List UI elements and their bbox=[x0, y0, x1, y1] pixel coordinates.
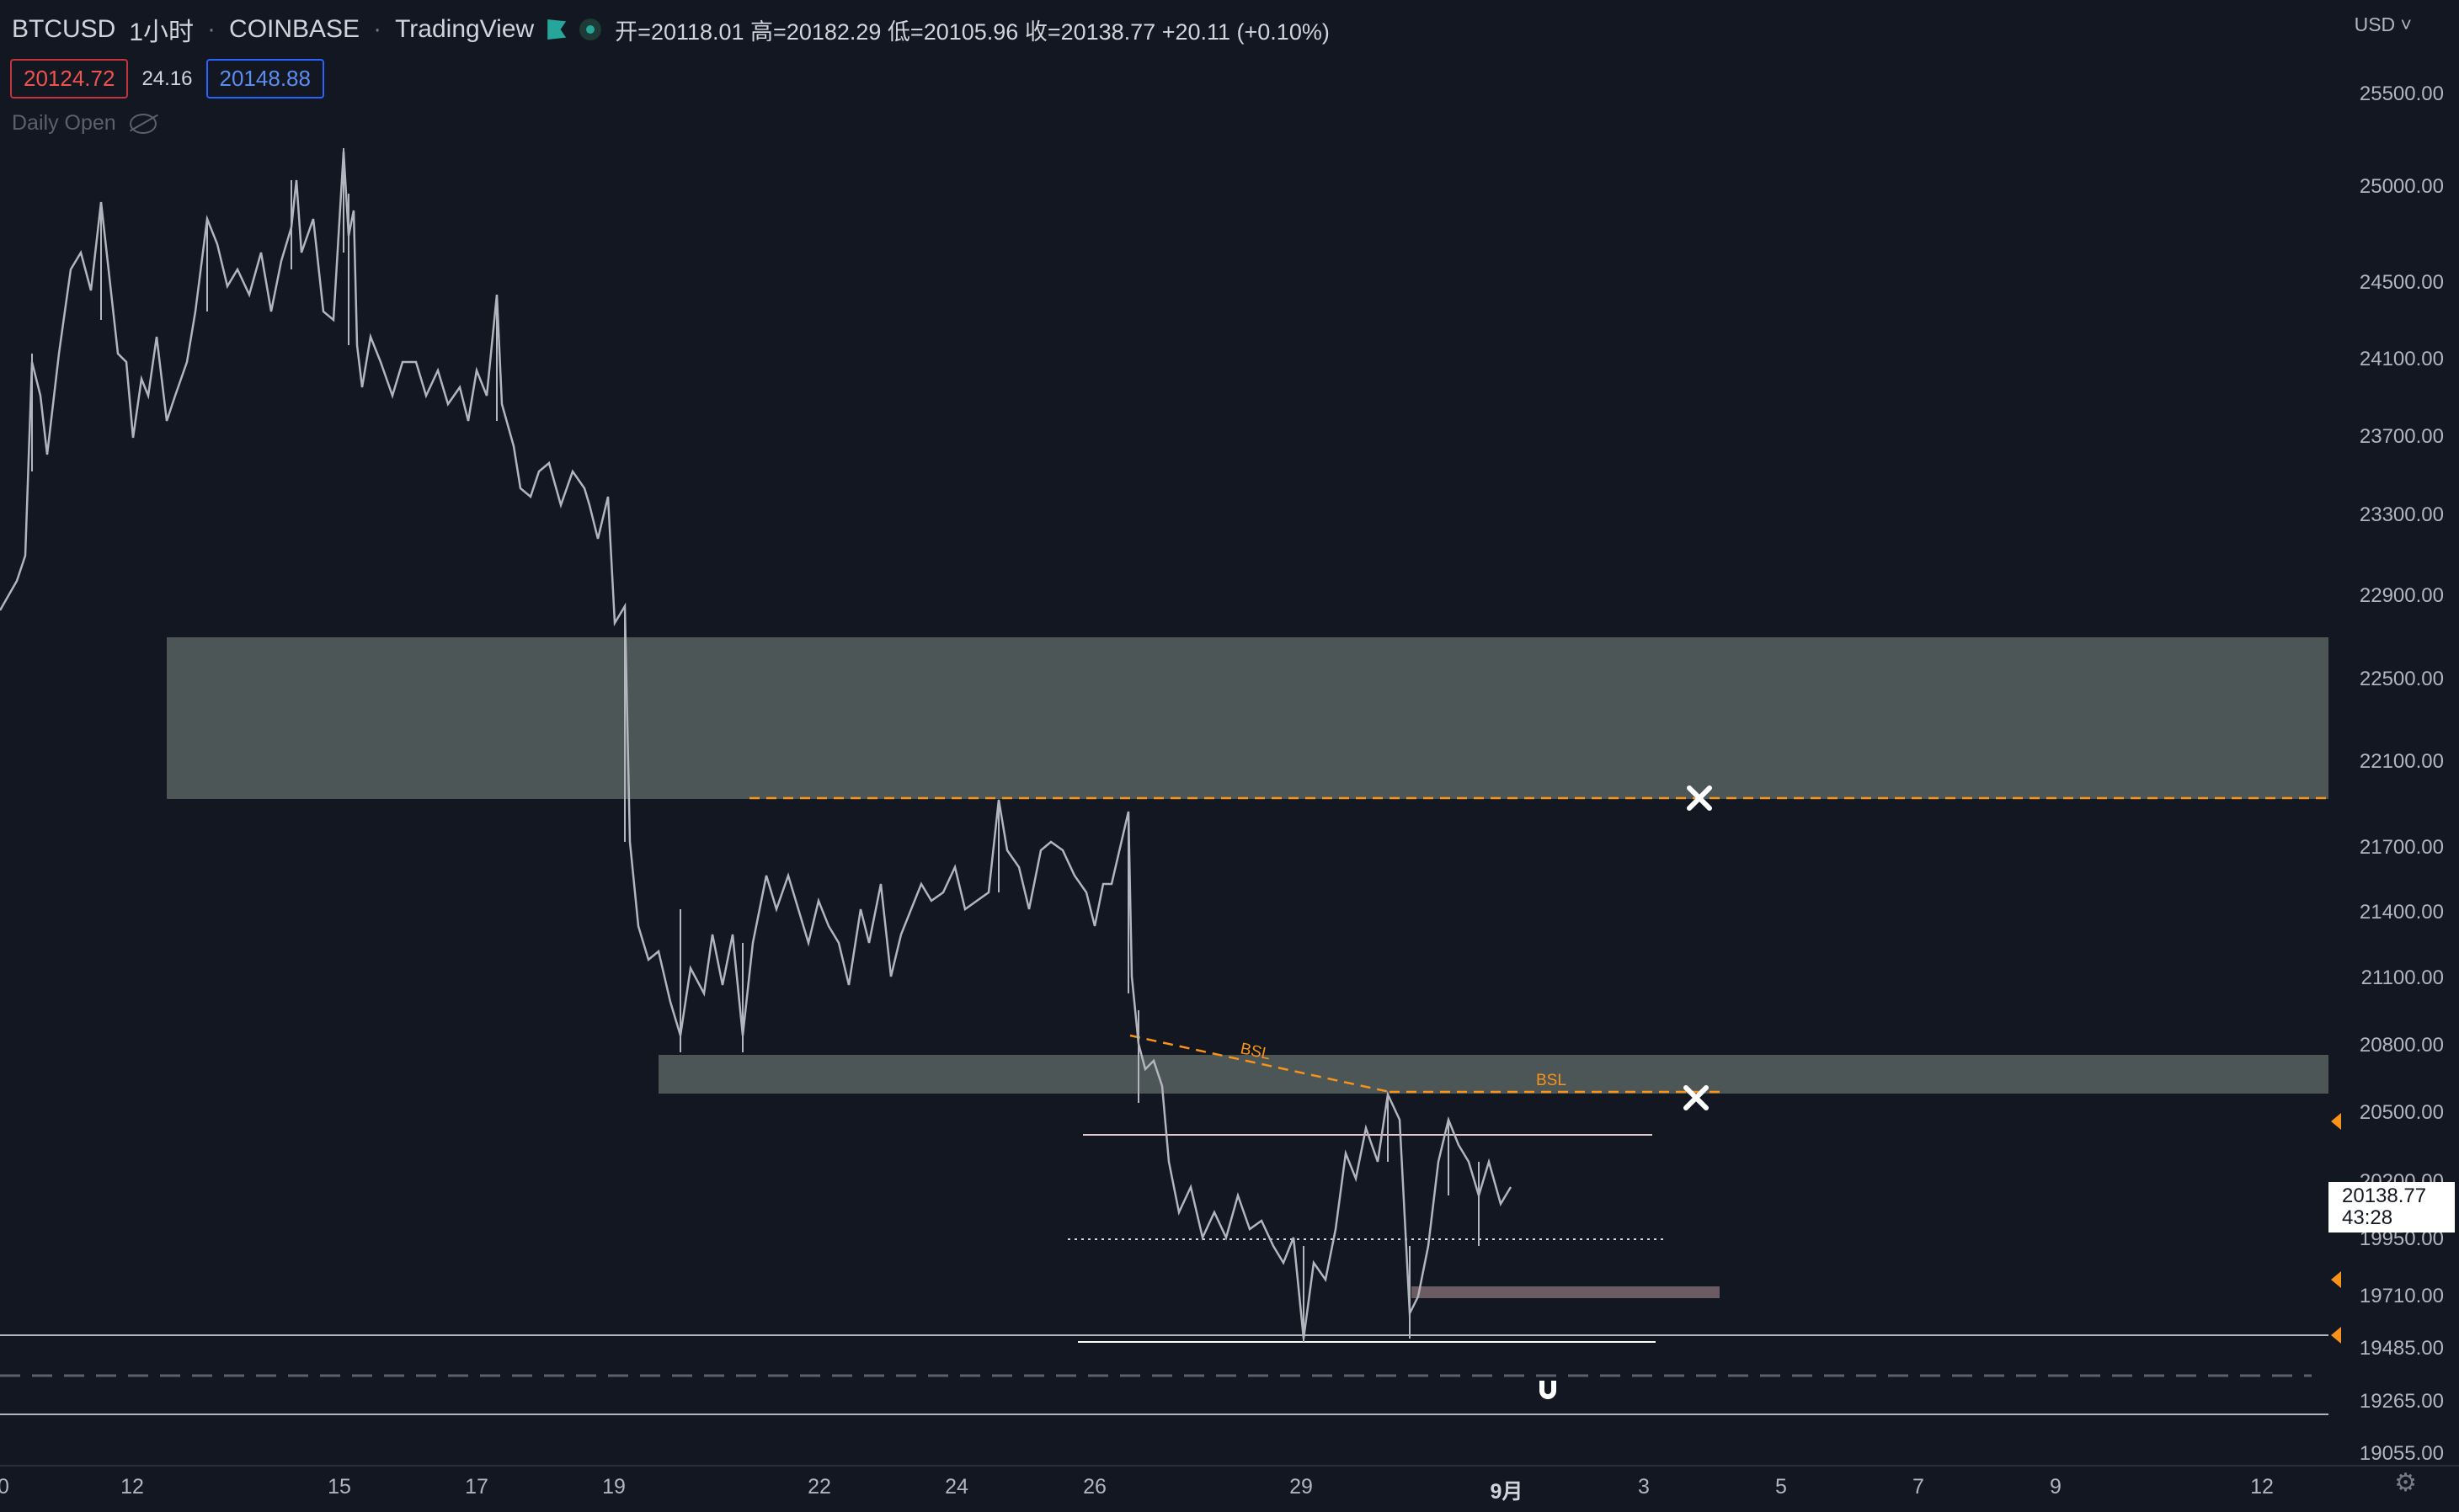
separator: · bbox=[207, 15, 216, 43]
alert-marker-icon[interactable] bbox=[2331, 1271, 2341, 1288]
indicator-legend[interactable]: Daily Open bbox=[12, 111, 157, 136]
x-tick-label: 12 bbox=[2250, 1475, 2274, 1499]
bar-countdown: 43:28 bbox=[2342, 1206, 2393, 1229]
x-tick-label: 29 bbox=[1289, 1475, 1313, 1499]
x-tick-label: 9月 bbox=[1490, 1480, 1523, 1504]
time-axis[interactable]: 0 12 15 17 19 22 24 26 29 9月 3 5 7 9 12 bbox=[0, 1465, 2459, 1512]
y-tick-label: 22100.00 bbox=[2359, 750, 2444, 773]
y-tick-label: 19055.00 bbox=[2359, 1442, 2444, 1465]
indicator-name: Daily Open bbox=[12, 111, 116, 135]
bsl-label-2: BSL bbox=[1536, 1072, 1566, 1089]
x-tick-label: 15 bbox=[328, 1475, 351, 1499]
y-tick-label: 20800.00 bbox=[2359, 1034, 2444, 1057]
x-tick-label: 26 bbox=[1083, 1475, 1107, 1499]
y-tick-label: 21400.00 bbox=[2359, 901, 2444, 924]
market-status-icon[interactable] bbox=[579, 19, 602, 40]
separator: · bbox=[373, 15, 382, 43]
ohlc-values: 开=20118.01 高=20182.29 低=20105.96 收=20138… bbox=[615, 19, 1330, 45]
x-tick-label: 24 bbox=[945, 1475, 968, 1499]
x-tick-label: 9 bbox=[2050, 1475, 2062, 1499]
spread-value: 24.16 bbox=[141, 67, 193, 90]
symbol-header: BTCUSD 1小时 · COINBASE · TradingView 开=20… bbox=[0, 0, 1330, 59]
y-tick-label: 19710.00 bbox=[2359, 1285, 2444, 1307]
y-tick-label: 22900.00 bbox=[2359, 584, 2444, 607]
flag-icon[interactable] bbox=[547, 19, 567, 40]
x-tick-label: 3 bbox=[1638, 1475, 1650, 1499]
alert-marker-icon[interactable] bbox=[2331, 1327, 2341, 1344]
hidden-eye-icon[interactable] bbox=[129, 113, 157, 134]
y-tick-label: 23700.00 bbox=[2359, 425, 2444, 448]
exchange: COINBASE bbox=[229, 15, 360, 43]
close-icon[interactable] bbox=[1687, 785, 1712, 811]
sell-price-button[interactable]: 20124.72 bbox=[10, 59, 129, 98]
y-tick-label: 19485.00 bbox=[2359, 1337, 2444, 1360]
x-tick-label: 0 bbox=[0, 1475, 9, 1499]
price-chart[interactable]: BSL BSL bbox=[0, 0, 2328, 1465]
price-series bbox=[0, 151, 1512, 1339]
magnet-icon[interactable] bbox=[1534, 1377, 1561, 1403]
buy-price-button[interactable]: 20148.88 bbox=[205, 59, 324, 98]
x-tick-label: 12 bbox=[120, 1475, 144, 1499]
supply-zone-lower[interactable] bbox=[659, 1055, 2328, 1094]
y-tick-label: 21700.00 bbox=[2359, 836, 2444, 859]
candle-wicks bbox=[31, 148, 1480, 1342]
order-block[interactable] bbox=[1411, 1286, 1720, 1298]
y-tick-label: 21100.00 bbox=[2360, 966, 2444, 989]
gear-icon[interactable]: ⚙ bbox=[2394, 1469, 2417, 1497]
interval[interactable]: 1小时 bbox=[129, 19, 195, 46]
y-tick-label: 19265.00 bbox=[2359, 1390, 2444, 1413]
y-tick-label: 22500.00 bbox=[2359, 668, 2444, 690]
y-tick-label: 25500.00 bbox=[2359, 83, 2444, 105]
trade-panel: 20124.72 24.16 20148.88 bbox=[10, 59, 324, 98]
x-tick-label: 5 bbox=[1775, 1475, 1787, 1499]
y-tick-label: 24500.00 bbox=[2359, 271, 2444, 294]
close-icon[interactable] bbox=[1683, 1085, 1709, 1110]
supply-zone-upper[interactable] bbox=[167, 637, 2328, 799]
y-tick-label: 23300.00 bbox=[2359, 503, 2444, 526]
alert-marker-icon[interactable] bbox=[2331, 1113, 2341, 1130]
y-tick-label: 24100.00 bbox=[2359, 348, 2444, 370]
y-tick-label: 25000.00 bbox=[2359, 175, 2444, 198]
symbol-name[interactable]: BTCUSD bbox=[12, 15, 116, 43]
price-axis[interactable]: 25500.00 25000.00 24500.00 24100.00 2370… bbox=[2328, 0, 2459, 1465]
last-price-value: 20138.77 bbox=[2342, 1185, 2427, 1207]
source: TradingView bbox=[395, 15, 535, 43]
currency-selector[interactable]: USD ˅ bbox=[2354, 13, 2412, 35]
x-tick-label: 17 bbox=[465, 1475, 488, 1499]
last-price-label: 20138.77 43:28 bbox=[2328, 1182, 2455, 1232]
x-tick-label: 19 bbox=[602, 1475, 626, 1499]
bsl-trendline[interactable] bbox=[1129, 1034, 1390, 1094]
x-tick-label: 22 bbox=[808, 1475, 831, 1499]
y-tick-label: 20500.00 bbox=[2359, 1101, 2444, 1124]
x-tick-label: 7 bbox=[1912, 1475, 1924, 1499]
